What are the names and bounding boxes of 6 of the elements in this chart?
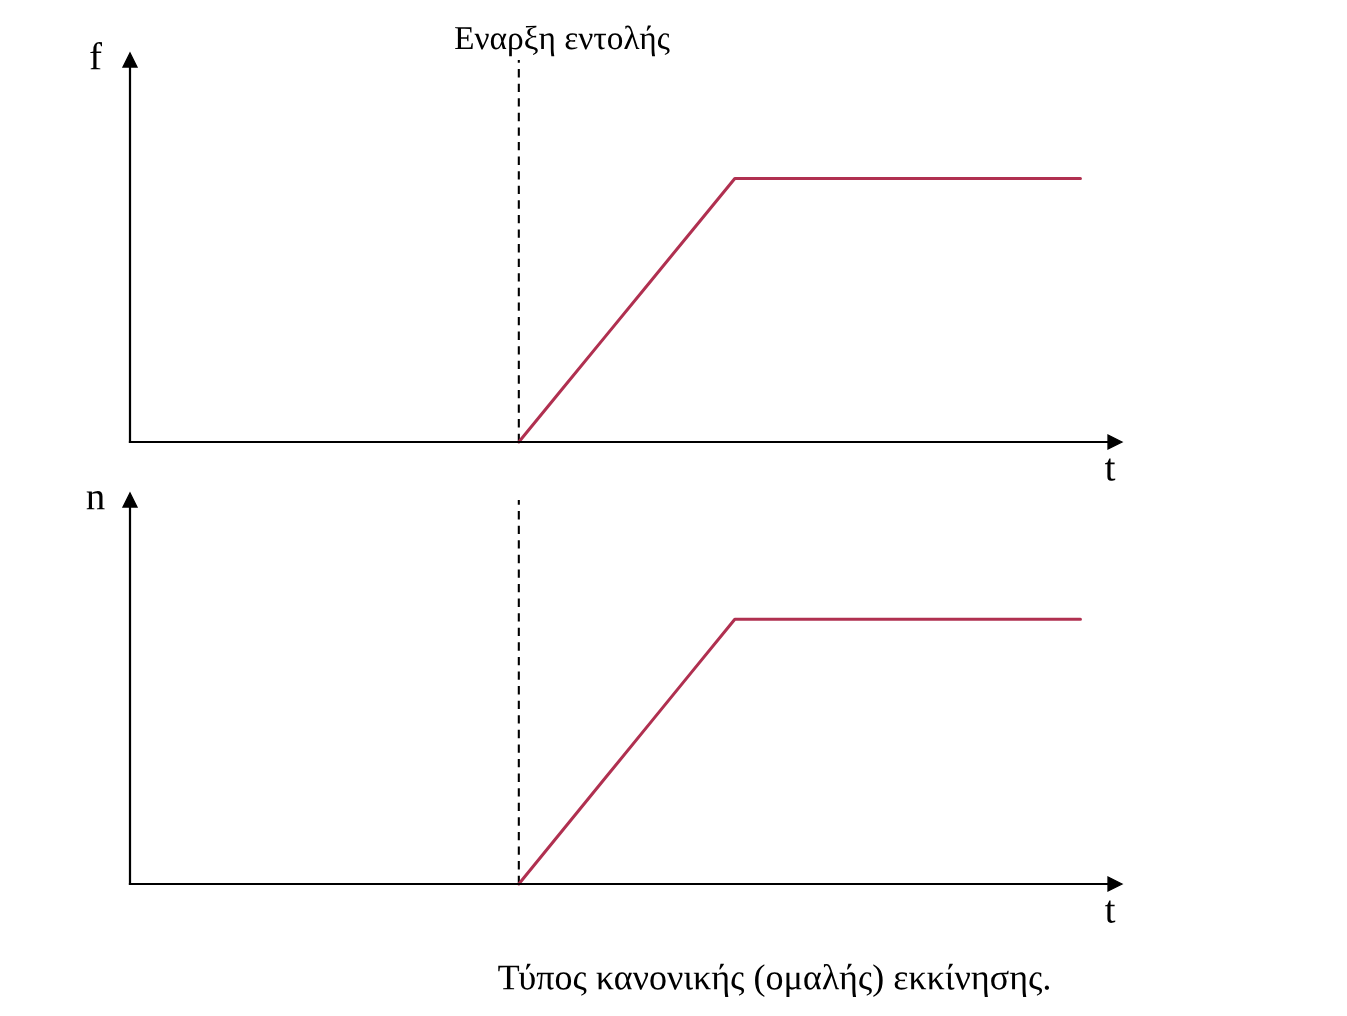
text: Τύπος κανονικής (ομαλής) εκκίνησης. (498, 963, 1050, 998)
y-axis-title: n (86, 491, 105, 510)
y-axis-title: f (90, 41, 102, 70)
x-axis-title: t (1105, 458, 1116, 481)
text: Εναρξη εντολής (455, 25, 670, 57)
x-axis-title: t (1105, 900, 1116, 923)
